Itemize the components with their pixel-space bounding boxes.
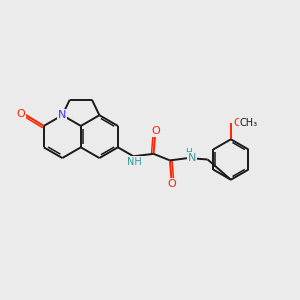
Text: O: O <box>151 126 160 136</box>
Text: NH: NH <box>128 157 142 166</box>
Text: CH₃: CH₃ <box>240 118 258 128</box>
Text: O: O <box>233 118 242 128</box>
Text: H: H <box>186 148 192 157</box>
Text: O: O <box>17 109 26 119</box>
Text: N: N <box>58 110 67 120</box>
Text: O: O <box>168 178 176 189</box>
Text: N: N <box>188 153 196 163</box>
